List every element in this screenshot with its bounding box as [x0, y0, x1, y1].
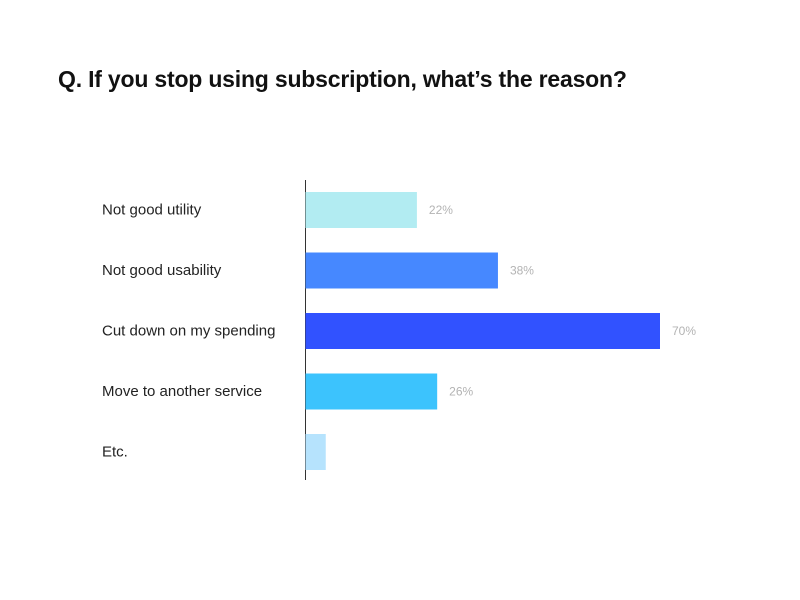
category-label: Not good utility: [102, 202, 202, 219]
value-label: 38%: [510, 264, 534, 278]
value-label: 22%: [429, 203, 453, 217]
value-labels: 22% 38% 70% 26%: [429, 203, 696, 399]
category-label: Etc.: [102, 444, 128, 461]
chart-title: Q. If you stop using subscription, what’…: [58, 66, 627, 92]
bars: [305, 192, 660, 470]
value-label: 70%: [672, 324, 696, 338]
category-labels: Not good utility Not good usability Cut do…: [102, 202, 275, 461]
category-label: Not good usability: [102, 262, 222, 279]
bar-1: [305, 192, 417, 228]
bar-4: [305, 373, 438, 410]
category-label: Cut down on my spending: [102, 323, 275, 340]
bar-2: [305, 252, 498, 289]
category-label: Move to another service: [102, 383, 262, 400]
bar-5: [305, 434, 326, 470]
value-label: 26%: [449, 385, 473, 399]
bar-3: [305, 313, 660, 349]
